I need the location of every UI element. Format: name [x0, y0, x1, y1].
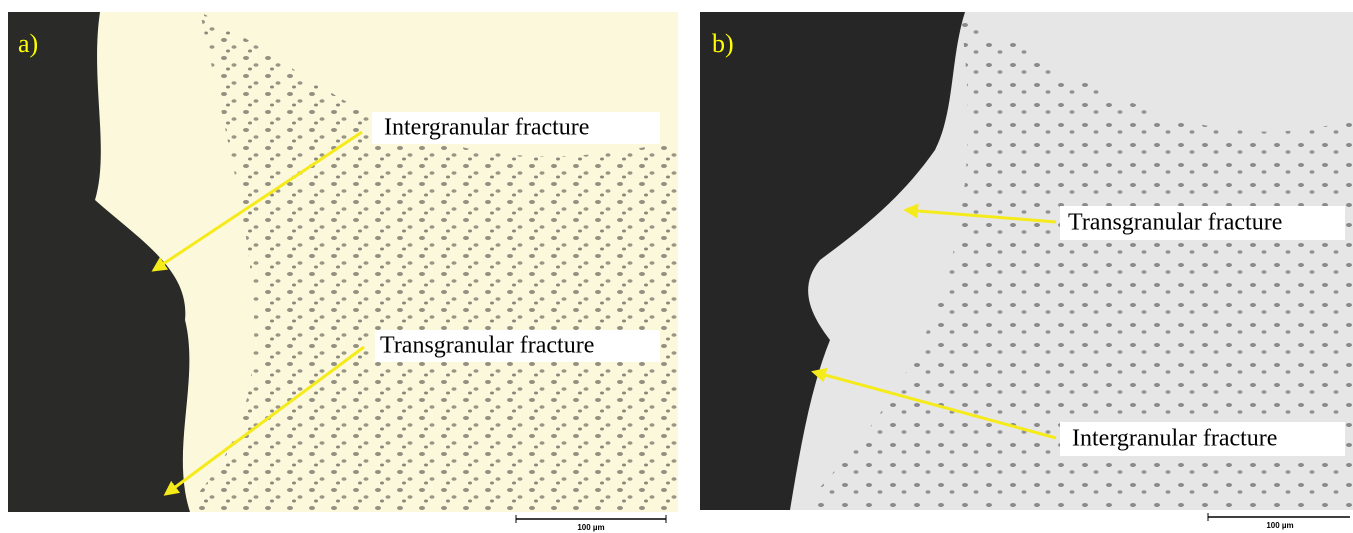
panel-a: a) Intergranular fracture Transgranular … [8, 12, 680, 532]
scale-bar-label: 100 µm [1266, 521, 1293, 530]
panel-b: b) Transgranular fracture Intergranular … [700, 12, 1353, 530]
annotation: Intergranular fracture [1072, 426, 1277, 452]
annotation: Transgranular fracture [380, 333, 594, 359]
figure: a) Intergranular fracture Transgranular … [0, 0, 1353, 533]
annotation: Intergranular fracture [384, 115, 589, 141]
panel-label: a) [18, 29, 38, 58]
annotation: Transgranular fracture [1068, 210, 1282, 236]
panel-label: b) [712, 29, 734, 58]
scale-bar-label: 100 µm [577, 523, 604, 532]
